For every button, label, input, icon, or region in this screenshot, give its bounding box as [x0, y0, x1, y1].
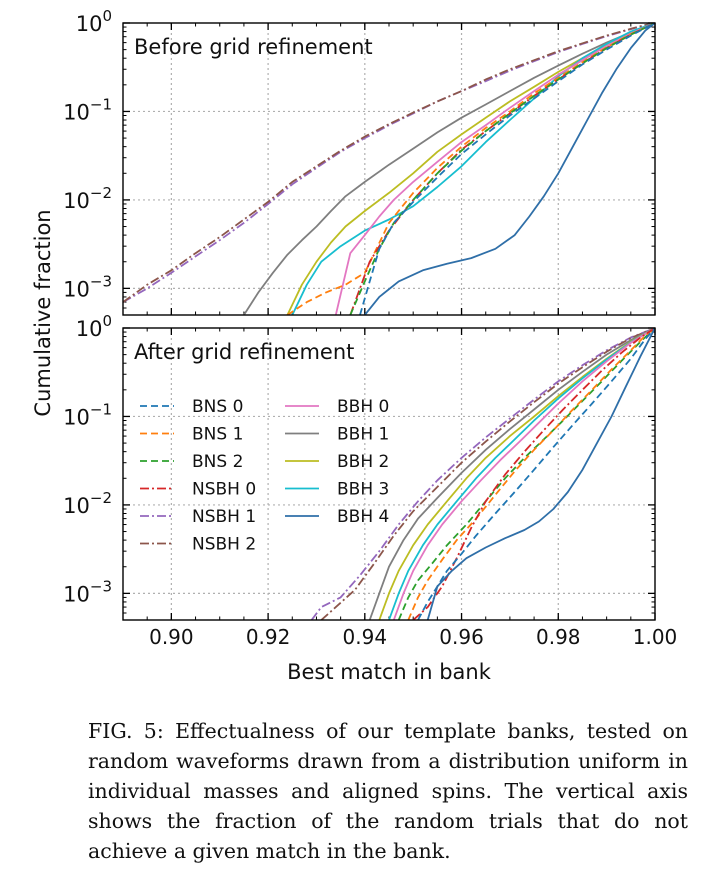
series-line-bbh-4 [364, 23, 655, 315]
series-line-bbh-1 [368, 328, 655, 620]
y-tick-label: 10−1 [63, 400, 112, 429]
figure: 100 10−1 10−2 10−3 Before grid refinement 0.… [31, 7, 677, 684]
x-tick-label: 0.98 [536, 625, 581, 649]
legend-label: NSBH 0 [192, 480, 256, 500]
y-tick-label: 10−3 [63, 272, 112, 301]
panel-title: Before grid refinement [134, 35, 373, 59]
series-line-nsbh-2 [123, 23, 655, 303]
series-line-bbh-3 [388, 328, 655, 620]
x-tick-label: 0.96 [439, 625, 484, 649]
legend: BNS 0 BNS 1 BNS 2 NSBH 0 NSBH 1 NSBH 2 BBH 0 BB… [140, 397, 389, 555]
series-line-bns-2 [349, 23, 655, 315]
legend-label: BNS 0 [192, 397, 243, 417]
y-tick-label: 10−1 [63, 95, 112, 124]
x-tick-label: 0.92 [246, 625, 291, 649]
series-line-bbh-3 [291, 23, 655, 315]
series-line-bbh-1 [243, 23, 655, 315]
panel-before-refinement: 100 10−1 10−2 10−3 Before grid refinement [63, 7, 656, 316]
y-tick-label: 100 [76, 7, 112, 36]
series-line-nsbh-2 [320, 328, 655, 620]
legend-label: BBH 0 [337, 397, 389, 417]
series-line-bbh-0 [334, 23, 655, 315]
legend-label: NSBH 1 [192, 507, 256, 527]
panel-title: After grid refinement [134, 340, 354, 364]
legend-label: BBH 4 [337, 507, 389, 527]
y-tick-label: 100 [76, 312, 112, 341]
x-tick-label: 1.00 [633, 625, 678, 649]
x-tick-label: 0.90 [149, 625, 194, 649]
series-line-bns-0 [417, 328, 655, 620]
series-line-bns-2 [397, 328, 655, 620]
figure-caption: FIG. 5: Effectualness of our template ba… [88, 719, 688, 863]
series-line-bbh-0 [392, 328, 655, 620]
panel-after-refinement: 0.90 0.92 0.94 0.96 0.98 1.00 100 10−1 10−2 10−3 A… [63, 312, 677, 649]
axes-frame [122, 327, 656, 621]
legend-label: NSBH 2 [192, 535, 256, 555]
y-tick-label: 10−2 [63, 184, 112, 213]
series-line-nsbh-0 [349, 23, 655, 315]
series-line-bns-0 [359, 23, 655, 315]
series-line-bbh-4 [426, 328, 655, 620]
series-line-bns-1 [407, 328, 655, 620]
x-axis-label: Best match in bank [287, 660, 492, 684]
series-line-bns-1 [286, 23, 655, 315]
legend-label: BNS 1 [192, 425, 243, 445]
legend-label: BBH 2 [337, 452, 389, 472]
axes-frame [122, 22, 656, 316]
series-line-bbh-2 [286, 23, 655, 315]
legend-label: BBH 1 [337, 425, 389, 445]
y-axis-label: Cumulative fraction [31, 209, 55, 416]
x-tick-label: 0.94 [343, 625, 388, 649]
y-tick-label: 10−3 [63, 577, 112, 606]
series-line-nsbh-1 [310, 328, 655, 620]
legend-label: BNS 2 [192, 452, 243, 472]
legend-label: BBH 3 [337, 480, 389, 500]
y-tick-label: 10−2 [63, 489, 112, 518]
